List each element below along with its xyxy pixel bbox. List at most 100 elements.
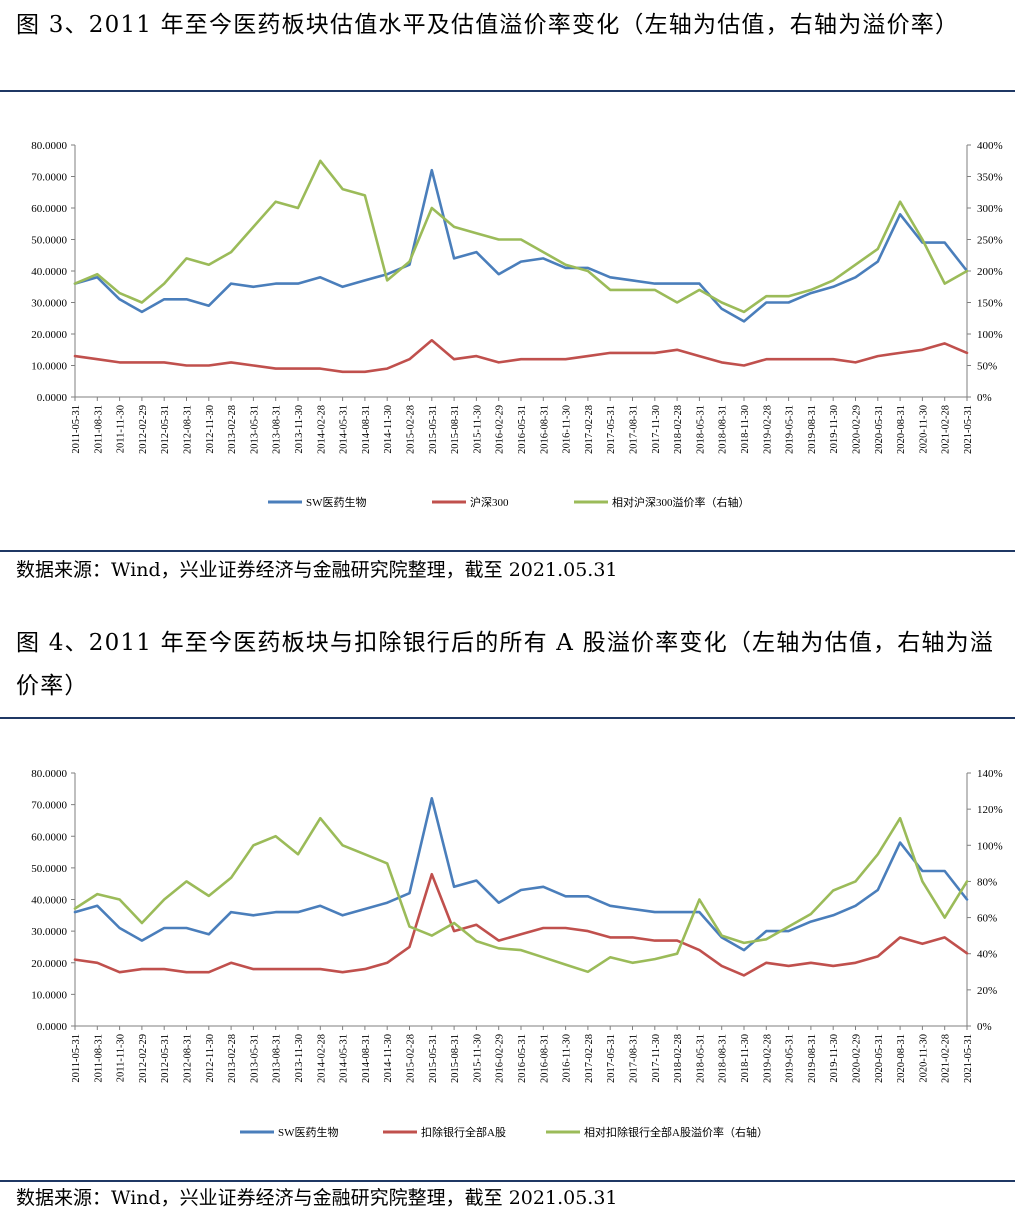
right-tick-label: 250% (977, 235, 1003, 247)
left-tick-label: 40.0000 (31, 895, 67, 907)
x-tick-label: 2020-11-30 (918, 1034, 929, 1083)
figure-4-bottom-rule (0, 1180, 1015, 1182)
figure-3-source: 数据来源：Wind，兴业证券经济与金融研究院整理，截至 2021.05.31 (16, 559, 618, 581)
x-tick-label: 2017-11-30 (651, 1034, 662, 1083)
x-tick-label: 2020-08-31 (896, 1034, 907, 1083)
x-tick-label: 2018-02-28 (673, 1034, 684, 1083)
x-tick-label: 2017-08-31 (629, 405, 640, 454)
x-tick-label: 2014-08-31 (361, 1034, 372, 1083)
left-tick-label: 0.0000 (37, 1021, 68, 1033)
x-tick-label: 2019-08-31 (807, 1034, 818, 1083)
right-tick-label: 140% (977, 768, 1003, 780)
x-tick-label: 2014-08-31 (361, 405, 372, 454)
series-line-3 (73, 159, 969, 314)
left-tick-label: 70.0000 (31, 800, 67, 812)
x-tick-label: 2016-08-31 (539, 1034, 550, 1083)
figure-4-title: 图 4、2011 年至今医药板块与扣除银行后的所有 A 股溢价率变化（左轴为估值… (16, 630, 995, 699)
left-tick-label: 60.0000 (31, 203, 67, 215)
x-tick-label: 2018-05-31 (695, 405, 706, 454)
x-tick-label: 2015-08-31 (450, 405, 461, 454)
x-tick-label: 2014-02-28 (316, 405, 327, 454)
left-tick-label: 60.0000 (31, 831, 67, 843)
x-tick-label: 2014-05-31 (339, 1034, 350, 1083)
x-tick-label: 2020-02-29 (852, 1034, 863, 1083)
x-tick-label: 2015-05-31 (428, 1034, 439, 1083)
x-tick-label: 2016-02-29 (495, 405, 506, 454)
x-tick-label: 2016-05-31 (517, 405, 528, 454)
series-line-2 (73, 872, 969, 977)
x-tick-label: 2012-05-31 (160, 1034, 171, 1083)
figure-3-chart: 0.0000 10.0000 20.0000 30.0000 40.0000 50.000… (31, 140, 1003, 509)
x-tick-label: 2016-11-30 (562, 1034, 573, 1083)
figure-3-bottom-rule (0, 550, 1015, 552)
x-tick-label: 2013-08-31 (272, 405, 283, 454)
x-tick-label: 2020-02-29 (852, 405, 863, 454)
x-tick-label: 2020-05-31 (874, 1034, 885, 1083)
x-tick-label: 2018-08-31 (718, 405, 729, 454)
x-tick-label: 2017-05-31 (606, 405, 617, 454)
left-tick-label: 30.0000 (31, 298, 67, 310)
left-tick-label: 50.0000 (31, 235, 67, 247)
legend-label: SW医药生物 (306, 495, 367, 509)
x-tick-label: 2012-11-30 (205, 1034, 216, 1083)
x-tick-label: 2017-08-31 (629, 1034, 640, 1083)
x-tick-label: 2017-02-28 (584, 1034, 595, 1083)
x-tick-label: 2014-11-30 (383, 1034, 394, 1083)
x-tick-label: 2017-02-28 (584, 405, 595, 454)
x-tick-label: 2012-11-30 (205, 405, 216, 454)
x-tick-label: 2019-05-31 (785, 405, 796, 454)
figure-4-chart: 0.0000 10.0000 20.0000 30.0000 40.0000 50.000… (31, 768, 1003, 1139)
x-tick-label: 2012-02-29 (138, 1034, 149, 1083)
x-tick-label: 2021-05-31 (963, 1034, 974, 1083)
x-tick-label: 2020-05-31 (874, 405, 885, 454)
x-tick-label: 2019-05-31 (785, 1034, 796, 1083)
x-tick-label: 2011-08-31 (93, 405, 104, 454)
x-tick-label: 2019-02-28 (762, 1034, 773, 1083)
right-tick-label: 80% (977, 876, 997, 888)
series-line-1 (73, 797, 969, 952)
x-tick-label: 2011-05-31 (71, 1034, 82, 1083)
x-tick-label: 2011-11-30 (116, 405, 127, 453)
left-tick-label: 20.0000 (31, 329, 67, 341)
left-tick-label: 40.0000 (31, 266, 67, 278)
x-tick-label: 2012-05-31 (160, 405, 171, 454)
right-tick-label: 100% (977, 840, 1003, 852)
x-tick-label: 2013-05-31 (249, 1034, 260, 1083)
legend-label: 扣除银行全部A股 (421, 1125, 506, 1139)
x-tick-label: 2021-05-31 (963, 405, 974, 454)
right-tick-label: 120% (977, 804, 1003, 816)
figure-4-top-rule (0, 717, 1015, 719)
right-tick-label: 350% (977, 172, 1003, 184)
right-tick-label: 50% (977, 361, 997, 373)
right-tick-label: 150% (977, 298, 1003, 310)
x-tick-label: 2016-02-29 (495, 1034, 506, 1083)
x-tick-label: 2012-08-31 (183, 405, 194, 454)
figure-4-source: 数据来源：Wind，兴业证券经济与金融研究院整理，截至 2021.05.31 (16, 1187, 618, 1209)
x-tick-label: 2013-02-28 (227, 1034, 238, 1083)
x-tick-label: 2019-02-28 (762, 405, 773, 454)
x-tick-label: 2016-08-31 (539, 405, 550, 454)
x-tick-label: 2018-11-30 (740, 405, 751, 454)
x-tick-label: 2015-11-30 (472, 405, 483, 454)
left-tick-label: 10.0000 (31, 361, 67, 373)
x-tick-label: 2021-02-28 (941, 1034, 952, 1083)
figure-3-title: 图 3、2011 年至今医药板块估值水平及估值溢价率变化（左轴为估值，右轴为溢价… (16, 12, 960, 38)
x-tick-label: 2012-02-29 (138, 405, 149, 454)
right-tick-label: 200% (977, 266, 1003, 278)
x-tick-label: 2013-11-30 (294, 1034, 305, 1083)
x-tick-label: 2014-11-30 (383, 405, 394, 454)
x-tick-label: 2018-05-31 (695, 1034, 706, 1083)
x-tick-label: 2015-05-31 (428, 405, 439, 454)
left-tick-label: 70.0000 (31, 172, 67, 184)
x-tick-label: 2011-05-31 (71, 405, 82, 454)
x-tick-label: 2018-11-30 (740, 1034, 751, 1083)
x-tick-label: 2011-08-31 (93, 1034, 104, 1083)
left-tick-label: 50.0000 (31, 863, 67, 875)
x-tick-label: 2011-11-30 (116, 1034, 127, 1082)
x-tick-label: 2015-08-31 (450, 1034, 461, 1083)
left-tick-label: 0.0000 (37, 392, 68, 404)
left-tick-label: 30.0000 (31, 926, 67, 938)
right-tick-label: 300% (977, 203, 1003, 215)
series-line-1 (73, 168, 969, 323)
x-tick-label: 2016-11-30 (562, 405, 573, 454)
